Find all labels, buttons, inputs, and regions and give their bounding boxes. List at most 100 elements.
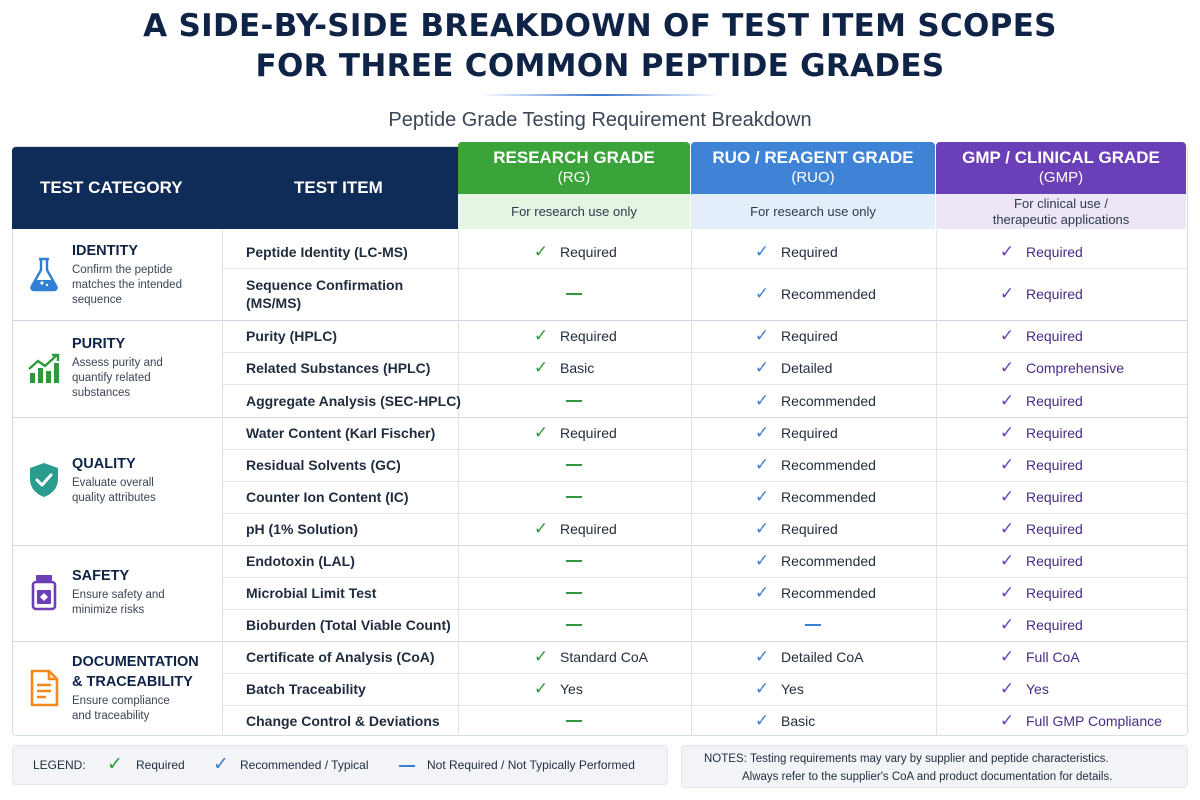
table-row: Related Substances (HPLC) ✓ Basic ✓ Detailed… — [222, 352, 1187, 384]
grade-header-band: RUO / REAGENT GRADE (RUO) — [691, 142, 935, 194]
test-item: Change Control & Deviations — [246, 712, 440, 730]
category-description-line: Ensure compliance — [72, 695, 170, 707]
category-description-line: minimize risks — [72, 604, 145, 616]
status-text: Recommended — [781, 392, 876, 409]
category-description-line: and traceability — [72, 710, 150, 722]
status-text: Required — [560, 521, 617, 537]
required-check-icon: ✓ — [999, 455, 1015, 475]
required-check-icon: ✓ — [533, 519, 549, 539]
recommended-check-icon: ✓ — [754, 519, 770, 539]
category-description: Confirm the peptide matches the intended s… — [72, 263, 212, 308]
test-item-label: Counter Ion Content (IC) — [246, 489, 409, 505]
header-test-category: TEST CATEGORY — [40, 178, 183, 197]
grade-abbr: (GMP) — [1038, 169, 1084, 186]
status-cell: ✓ Detailed — [749, 352, 833, 384]
status-cell: ✓ Basic — [749, 705, 815, 737]
shield-check-icon — [23, 459, 65, 501]
recommended-check-icon: ✓ — [754, 583, 770, 603]
test-item: pH (1% Solution) — [246, 520, 358, 538]
grade-use-line1: For research use only — [750, 203, 876, 219]
row-divider — [222, 577, 1187, 578]
test-item: Counter Ion Content (IC) — [246, 488, 409, 506]
flask-icon — [23, 253, 65, 295]
grade-header-2: GMP / CLINICAL GRADE (GMP) For clinical us… — [936, 142, 1186, 229]
legend-label: LEGEND: — [33, 758, 86, 772]
category-title: DOCUMENTATION — [72, 654, 199, 670]
table-row: Peptide Identity (LC-MS) ✓ Required ✓ Requir… — [222, 236, 1187, 268]
vial-icon — [23, 571, 65, 613]
legend-recommended-label: Recommended / Typical — [240, 758, 369, 772]
recommended-check-icon: ✓ — [754, 423, 770, 443]
status-text: Required — [781, 244, 838, 260]
category-description-line: quantify related — [72, 372, 151, 384]
required-check-icon: ✓ — [999, 583, 1015, 603]
not-required-dash-icon — [805, 624, 821, 626]
not-required-dash-icon — [566, 720, 582, 722]
row-divider — [222, 673, 1187, 674]
column-divider — [222, 230, 223, 736]
grade-use-line1: For research use only — [511, 203, 637, 219]
status-text: Standard CoA — [560, 649, 648, 665]
category-description: Evaluate overall quality attributes — [72, 476, 212, 506]
not-required-dash-icon — [566, 560, 582, 562]
required-check-icon: ✓ — [999, 284, 1015, 304]
recommended-check-icon: ✓ — [754, 711, 770, 731]
grade-use-line1: For clinical use / — [1014, 195, 1108, 211]
status-cell: ✓ Required — [528, 513, 617, 545]
required-check-icon: ✓ — [999, 551, 1015, 571]
row-divider — [13, 641, 1187, 642]
table-header: TEST CATEGORY TEST ITEM — [12, 147, 458, 229]
column-divider — [458, 230, 459, 736]
row-divider — [13, 545, 1187, 546]
test-item-label: Purity (HPLC) — [246, 328, 337, 344]
legend-recommended-check-icon: ✓ — [213, 753, 229, 775]
status-text: Detailed — [781, 360, 833, 376]
status-cell: ✓ Required — [994, 545, 1083, 577]
category-description-line: quality attributes — [72, 492, 156, 504]
chart-icon — [23, 347, 65, 389]
test-item: Peptide Identity (LC-MS) — [246, 243, 408, 261]
recommended-check-icon: ✓ — [754, 390, 770, 411]
test-item: Bioburden (Total Viable Count) — [246, 616, 451, 634]
test-item-label: Microbial Limit Test — [246, 585, 377, 601]
notes-line-2: Always refer to the supplier's CoA and p… — [742, 771, 1113, 783]
legend-required-label: Required — [136, 758, 185, 772]
category-description-line: sequence — [72, 294, 122, 306]
grade-header-band: GMP / CLINICAL GRADE (GMP) — [936, 142, 1186, 194]
row-divider — [222, 513, 1187, 514]
status-text: Required — [1026, 457, 1083, 473]
not-required-dash-icon — [566, 400, 582, 402]
status-text: Required — [1026, 244, 1083, 260]
required-check-icon: ✓ — [999, 358, 1015, 378]
table-row: Counter Ion Content (IC) ✓ Recommended ✓ Req… — [222, 481, 1187, 513]
status-text: Required — [1026, 585, 1083, 601]
row-divider — [222, 609, 1187, 610]
recommended-check-icon: ✓ — [754, 455, 770, 475]
status-cell: ✓ Required — [749, 236, 838, 268]
required-check-icon: ✓ — [533, 326, 549, 346]
grade-name: GMP / CLINICAL GRADE — [962, 148, 1160, 167]
document-icon — [23, 667, 65, 709]
recommended-check-icon: ✓ — [754, 551, 770, 571]
status-cell: ✓ Required — [994, 236, 1083, 268]
test-item-label: pH (1% Solution) — [246, 521, 358, 537]
row-divider — [13, 320, 1187, 321]
table-row: Sequence Confirmation (MS/MS) ✓ Recommended… — [222, 268, 1187, 320]
status-text: Recommended — [781, 489, 876, 505]
row-divider — [222, 705, 1187, 706]
page-subtitle: Peptide Grade Testing Requirement Breakd… — [388, 109, 812, 131]
table-row: Residual Solvents (GC) ✓ Recommended ✓ Requi… — [222, 449, 1187, 481]
status-cell: ✓ Comprehensive — [994, 352, 1124, 384]
category-documentation: DOCUMENTATION & TRACEABILITY Ensure compli… — [13, 641, 221, 737]
grade-use-line2: therapeutic applications — [992, 211, 1130, 227]
status-cell: ✓ Required — [994, 320, 1083, 352]
status-text: Required — [1026, 286, 1083, 302]
row-divider — [222, 481, 1187, 482]
required-check-icon: ✓ — [999, 242, 1015, 262]
category-title-line2: & TRACEABILITY — [72, 674, 193, 690]
category-purity: PURITY Assess purity and quantify related s… — [13, 320, 221, 417]
table-row: Batch Traceability ✓ Yes ✓ Yes ✓ Yes — [222, 673, 1187, 705]
not-required-dash-icon — [566, 592, 582, 594]
test-item: Sequence Confirmation (MS/MS) — [246, 276, 403, 312]
grade-abbr: (RUO) — [791, 169, 835, 186]
